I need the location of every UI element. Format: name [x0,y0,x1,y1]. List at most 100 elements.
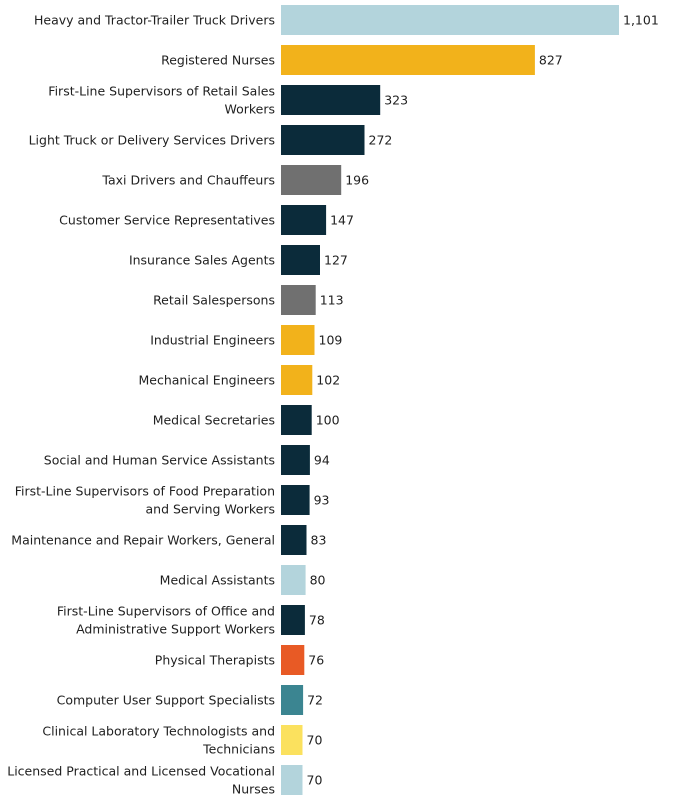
bar [281,605,305,635]
value-label: 78 [309,613,325,628]
bar [281,485,310,515]
bar [281,405,312,435]
category-label: First-Line Supervisors of Office and Admi… [57,604,275,637]
category-label: Maintenance and Repair Workers, General [11,533,275,548]
category-label-line: and Serving Workers [145,502,275,517]
category-label-line: Nurses [232,782,275,797]
category-label-line: Maintenance and Repair Workers, General [11,533,275,548]
category-label: Customer Service Representatives [59,213,275,228]
bar [281,45,535,75]
category-label-line: Heavy and Tractor-Trailer Truck Drivers [34,13,275,28]
category-label: Physical Therapists [155,653,275,668]
bar [281,85,381,115]
bar [281,685,304,715]
value-label: 83 [311,533,327,548]
value-label: 196 [345,173,369,188]
category-label: Computer User Support Specialists [57,693,275,708]
category-label: Insurance Sales Agents [129,253,275,268]
category-label: Social and Human Service Assistants [44,453,275,468]
category-label-line: Industrial Engineers [150,333,275,348]
category-label-line: Workers [224,102,275,117]
category-label-line: Social and Human Service Assistants [44,453,275,468]
bar [281,765,303,795]
value-label: 76 [308,653,324,668]
bar-row: 70 Licensed Practical and Licensed Vocati… [7,764,322,797]
bar [281,245,320,275]
category-label: Registered Nurses [161,53,275,68]
bar-row: 127 Insurance Sales Agents [129,245,348,275]
bar [281,5,619,35]
category-label-line: Medical Secretaries [153,413,275,428]
category-label-line: Computer User Support Specialists [57,693,275,708]
category-label-line: Medical Assistants [160,573,275,588]
category-label-line: Administrative Support Workers [76,622,275,637]
category-label: Light Truck or Delivery Services Drivers [29,133,275,148]
value-label: 272 [369,133,393,148]
bar-row: 100 Medical Secretaries [153,405,340,435]
category-label-line: Mechanical Engineers [139,373,276,388]
bar-row: 94 Social and Human Service Assistants [44,445,330,475]
bar-row: 70 Clinical Laboratory Technologists and T… [42,724,322,757]
bar-row: 102 Mechanical Engineers [139,365,340,395]
bar [281,285,316,315]
category-label: First-Line Supervisors of Retail Sales Wo… [48,84,275,117]
category-label: Industrial Engineers [150,333,275,348]
category-label: Clinical Laboratory Technologists and Tec… [42,724,275,757]
category-label: First-Line Supervisors of Food Preparati… [15,484,275,517]
category-label-line: First-Line Supervisors of Food Preparati… [15,484,275,499]
category-label-line: Technicians [202,742,275,757]
bar [281,525,307,555]
value-label: 93 [314,493,330,508]
bar-row: 72 Computer User Support Specialists [57,685,323,715]
category-label: Taxi Drivers and Chauffeurs [101,173,275,188]
category-label-line: Clinical Laboratory Technologists and [42,724,275,739]
category-label-line: Retail Salespersons [153,293,275,308]
bar-row: 323 First-Line Supervisors of Retail Sale… [48,84,408,117]
bar [281,165,342,195]
bar-row: 80 Medical Assistants [160,565,326,595]
category-label: Mechanical Engineers [139,373,276,388]
bar-row: 827 Registered Nurses [161,45,563,75]
category-label-line: First-Line Supervisors of Retail Sales [48,84,275,99]
value-label: 100 [316,413,340,428]
bar-row: 272 Light Truck or Delivery Services Driv… [29,125,393,155]
category-label-line: Light Truck or Delivery Services Drivers [29,133,275,148]
category-label-line: Insurance Sales Agents [129,253,275,268]
bar-row: 113 Retail Salespersons [153,285,344,315]
category-label: Retail Salespersons [153,293,275,308]
bar-row: 147 Customer Service Representatives [59,205,354,235]
bar-row: 83 Maintenance and Repair Workers, Genera… [11,525,326,555]
category-label-line: Taxi Drivers and Chauffeurs [101,173,275,188]
value-label: 102 [316,373,340,388]
bar [281,325,315,355]
bar-row: 196 Taxi Drivers and Chauffeurs [101,165,369,195]
value-label: 70 [307,733,323,748]
bar [281,645,305,675]
bar-row: 1,101 Heavy and Tractor-Trailer Truck Dri… [34,5,659,35]
category-label: Medical Secretaries [153,413,275,428]
value-label: 70 [307,773,323,788]
bar [281,125,365,155]
category-label: Licensed Practical and Licensed Vocation… [7,764,275,797]
value-label: 94 [314,453,330,468]
value-label: 109 [319,333,343,348]
bar [281,445,310,475]
value-label: 147 [330,213,354,228]
category-label-line: Customer Service Representatives [59,213,275,228]
category-label-line: First-Line Supervisors of Office and [57,604,275,619]
category-label: Heavy and Tractor-Trailer Truck Drivers [34,13,275,28]
category-label-line: Physical Therapists [155,653,275,668]
category-label-line: Registered Nurses [161,53,275,68]
value-label: 72 [307,693,323,708]
bar [281,365,313,395]
bar-row: 109 Industrial Engineers [150,325,342,355]
value-label: 80 [310,573,326,588]
category-label: Medical Assistants [160,573,275,588]
bar [281,205,327,235]
bar-row: 78 First-Line Supervisors of Office and Ad… [57,604,325,637]
value-label: 127 [324,253,348,268]
bar-row: 93 First-Line Supervisors of Food Prepara… [15,484,330,517]
bar [281,565,306,595]
category-label-line: Licensed Practical and Licensed Vocation… [7,764,275,779]
